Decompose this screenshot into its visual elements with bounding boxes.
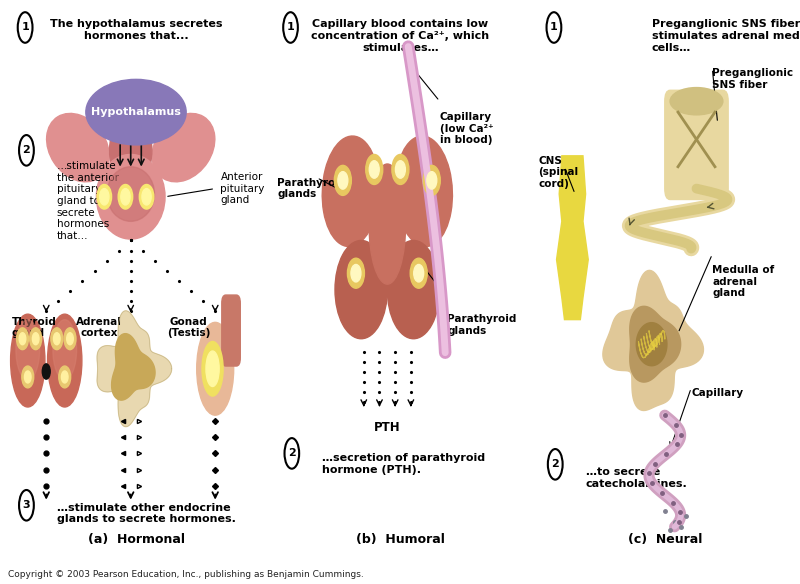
Ellipse shape [334, 165, 351, 196]
Ellipse shape [107, 166, 154, 221]
Ellipse shape [17, 328, 29, 350]
FancyBboxPatch shape [222, 295, 240, 366]
Text: Hypothalamus: Hypothalamus [91, 107, 181, 117]
Ellipse shape [19, 333, 26, 345]
Ellipse shape [62, 371, 68, 383]
Ellipse shape [351, 265, 361, 282]
Circle shape [546, 12, 562, 43]
Text: CNS
(spinal
cord): CNS (spinal cord) [538, 156, 578, 189]
Ellipse shape [142, 189, 151, 205]
Ellipse shape [58, 366, 70, 388]
Ellipse shape [322, 136, 379, 246]
Text: The hypothalamus secretes
hormones that...: The hypothalamus secretes hormones that.… [50, 19, 222, 41]
Text: Preganglionic SNS fiber
stimulates adrenal medulla
cells…: Preganglionic SNS fiber stimulates adren… [651, 19, 800, 53]
Ellipse shape [392, 154, 409, 185]
Ellipse shape [202, 342, 223, 396]
Ellipse shape [22, 366, 34, 388]
Ellipse shape [423, 165, 440, 196]
Text: Preganglionic
SNS fiber: Preganglionic SNS fiber [712, 68, 794, 90]
FancyBboxPatch shape [665, 91, 728, 200]
Text: Thyroid
gland: Thyroid gland [12, 317, 57, 339]
Polygon shape [557, 156, 588, 319]
Text: 2: 2 [22, 145, 30, 155]
Ellipse shape [110, 112, 152, 189]
Ellipse shape [30, 328, 42, 350]
Ellipse shape [46, 113, 110, 182]
Ellipse shape [118, 185, 133, 209]
Ellipse shape [395, 161, 406, 178]
Ellipse shape [152, 113, 215, 182]
Ellipse shape [427, 172, 437, 189]
Ellipse shape [366, 154, 382, 185]
Text: 1: 1 [286, 23, 294, 33]
Ellipse shape [335, 241, 387, 339]
Ellipse shape [51, 328, 62, 350]
Ellipse shape [54, 333, 60, 345]
Ellipse shape [410, 258, 427, 288]
Ellipse shape [369, 164, 406, 284]
Circle shape [19, 135, 34, 166]
Text: …stimulate
the anterior
pituitary
gland to
secrete
hormones
that…: …stimulate the anterior pituitary gland … [57, 161, 119, 241]
Ellipse shape [121, 189, 130, 205]
Text: …secretion of parathyroid
hormone (PTH).: …secretion of parathyroid hormone (PTH). [322, 453, 485, 475]
Text: (a)  Hormonal: (a) Hormonal [87, 533, 185, 546]
Ellipse shape [32, 333, 39, 345]
Text: 1: 1 [550, 23, 558, 33]
Text: Parathyroid
glands: Parathyroid glands [278, 178, 347, 199]
Ellipse shape [206, 351, 219, 387]
Ellipse shape [47, 314, 82, 407]
Ellipse shape [66, 333, 74, 345]
Text: Gonad
(Testis): Gonad (Testis) [167, 317, 210, 339]
Polygon shape [630, 307, 681, 382]
Ellipse shape [25, 371, 31, 383]
Text: 3: 3 [22, 500, 30, 510]
Text: 2: 2 [288, 449, 296, 458]
Ellipse shape [10, 314, 45, 407]
Ellipse shape [370, 161, 379, 178]
Ellipse shape [347, 258, 365, 288]
Ellipse shape [97, 185, 111, 209]
Ellipse shape [100, 189, 109, 205]
Text: Capillary: Capillary [691, 388, 743, 398]
Text: Medulla of
adrenal
gland: Medulla of adrenal gland [712, 265, 774, 298]
Polygon shape [97, 311, 172, 427]
Text: 2: 2 [551, 460, 559, 470]
Text: Adrenal
cortex: Adrenal cortex [76, 317, 122, 339]
Circle shape [285, 438, 299, 469]
Circle shape [18, 12, 33, 43]
Ellipse shape [387, 241, 440, 339]
Ellipse shape [197, 322, 234, 415]
Ellipse shape [338, 172, 348, 189]
Text: Copyright © 2003 Pearson Education, Inc., publishing as Benjamin Cummings.: Copyright © 2003 Pearson Education, Inc.… [8, 571, 364, 579]
Ellipse shape [395, 136, 453, 246]
Text: Anterior
pituitary
gland: Anterior pituitary gland [221, 172, 265, 205]
Text: 1: 1 [22, 23, 29, 33]
Ellipse shape [42, 364, 50, 379]
Polygon shape [603, 270, 703, 411]
Ellipse shape [53, 319, 77, 380]
Circle shape [19, 490, 34, 520]
Text: Parathyroid
glands: Parathyroid glands [447, 314, 517, 336]
Ellipse shape [64, 328, 76, 350]
Circle shape [283, 12, 298, 43]
Circle shape [548, 449, 562, 479]
Ellipse shape [414, 265, 424, 282]
Text: …stimulate other endocrine
glands to secrete hormones.: …stimulate other endocrine glands to sec… [57, 503, 236, 524]
Ellipse shape [97, 154, 165, 239]
Text: PTH: PTH [374, 420, 401, 434]
Polygon shape [636, 322, 667, 366]
Text: Capillary
(low Ca²⁺
in blood): Capillary (low Ca²⁺ in blood) [440, 112, 494, 145]
Polygon shape [111, 333, 155, 400]
Ellipse shape [86, 79, 186, 145]
Text: …to secrete
catecholamines.: …to secrete catecholamines. [586, 467, 687, 489]
Ellipse shape [16, 319, 40, 380]
Text: (b)  Humoral: (b) Humoral [356, 533, 445, 546]
Ellipse shape [670, 88, 723, 115]
Text: Capillary blood contains low
concentration of Ca²⁺, which
stimulates…: Capillary blood contains low concentrati… [311, 19, 490, 53]
Text: (c)  Neural: (c) Neural [628, 533, 702, 546]
Ellipse shape [139, 185, 154, 209]
